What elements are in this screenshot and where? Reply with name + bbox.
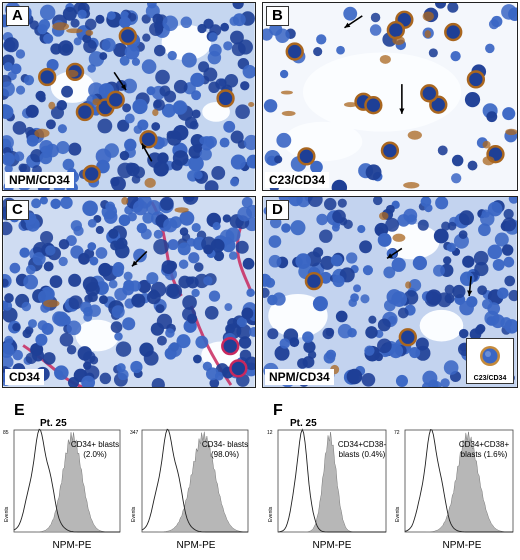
micrograph-panel-a: A NPM/CD34	[2, 2, 256, 191]
histogram-e2-plot	[141, 428, 249, 533]
histogram-f2-ylabel: Events	[395, 506, 401, 522]
histogram-f1-annotation-line1: CD34+CD38-	[337, 440, 387, 449]
histogram-e2-xlabel: NPM-PE	[176, 540, 216, 551]
histogram-e2-annotation-line1: CD34- blasts	[201, 440, 249, 449]
histogram-f1-xlabel: NPM-PE	[312, 540, 352, 551]
histogram-e1	[12, 428, 122, 534]
histogram-e1-xlabel: NPM-PE	[52, 540, 92, 551]
histogram-e2-annotation-line2: (98.0%)	[210, 450, 239, 459]
histogram-e2-annotation: CD34- blasts (98.0%)	[190, 440, 260, 460]
histogram-e1-ylabel: Events	[4, 506, 10, 522]
panel-letter-b: B	[266, 6, 289, 26]
histogram-e2-ymax: 347	[130, 430, 139, 436]
flow-letter-f: F	[273, 402, 283, 419]
histogram-e2-ylabel: Events	[131, 506, 137, 522]
micrograph-b-image	[263, 3, 517, 190]
panel-letter-d: D	[266, 200, 289, 220]
micrograph-panel-d: D NPM/CD34 C23/CD34	[262, 196, 518, 388]
histogram-e1-annotation-line2: (2.0%)	[83, 450, 107, 459]
histogram-f1-annotation: CD34+CD38- blasts (0.4%)	[326, 440, 398, 460]
histogram-e1-plot	[13, 428, 121, 533]
histogram-e2	[140, 428, 250, 534]
histogram-f1-annotation-line2: blasts (0.4%)	[338, 450, 386, 459]
histogram-e1-annotation: CD34+ blasts (2.0%)	[60, 440, 130, 460]
inset-label: C23/CD34	[473, 375, 507, 382]
micrograph-a-image	[3, 3, 255, 190]
inset-c23-cd34: C23/CD34	[466, 338, 514, 384]
inset-cell-image	[480, 346, 500, 366]
histogram-f2-ymax: 72	[394, 430, 400, 436]
histogram-f2-annotation-line2: blasts (1.6%)	[460, 450, 508, 459]
histogram-f1-ylabel: Events	[268, 506, 274, 522]
micrograph-panel-c: C CD34	[2, 196, 256, 388]
stain-label-b: C23/CD34	[265, 172, 330, 188]
micrograph-panel-b: B C23/CD34	[262, 2, 518, 191]
flow-letter-e: E	[14, 402, 25, 419]
histogram-e1-annotation-line1: CD34+ blasts	[70, 440, 120, 449]
histogram-f2-plot	[404, 429, 514, 533]
histogram-e1-ymax: 85	[3, 430, 9, 436]
histogram-f1	[276, 428, 388, 534]
histogram-f2	[403, 429, 515, 534]
panel-letter-c: C	[6, 200, 29, 220]
patient-label-e: Pt. 25	[40, 418, 67, 429]
histogram-f2-annotation: CD34+CD38+ blasts (1.6%)	[448, 440, 520, 460]
histogram-f2-annotation-line1: CD34+CD38+	[458, 440, 510, 449]
histogram-f2-xlabel: NPM-PE	[442, 540, 482, 551]
stain-label-a: NPM/CD34	[5, 172, 74, 188]
histogram-f1-ymax: 12	[267, 430, 273, 436]
patient-label-f: Pt. 25	[290, 418, 317, 429]
panel-letter-a: A	[6, 6, 29, 26]
histogram-f1-plot	[277, 428, 387, 533]
micrograph-c-image	[3, 197, 255, 387]
stain-label-c: CD34	[5, 369, 44, 385]
stain-label-d: NPM/CD34	[265, 369, 334, 385]
